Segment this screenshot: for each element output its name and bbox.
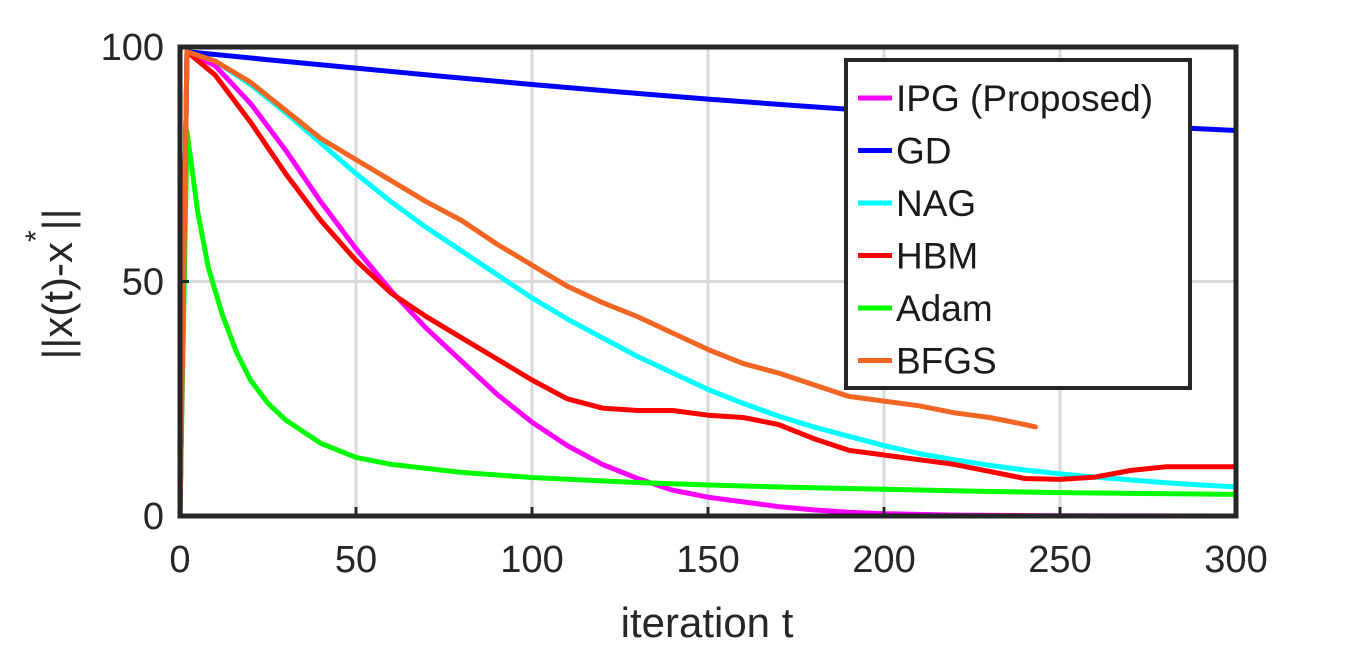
- y-axis-label: ||x(t)-x*||: [20, 209, 81, 360]
- x-tick-label: 200: [852, 539, 915, 581]
- legend-label-nag: NAG: [896, 183, 976, 224]
- series-line-bfgs: [177, 49, 1038, 519]
- x-tick-label: 300: [1204, 539, 1267, 581]
- svg-text:||x(t)-x*||: ||x(t)-x*||: [20, 209, 81, 360]
- y-axis-label-suffix: ||: [34, 209, 81, 231]
- series-line-ipg-proposed: [177, 49, 1239, 519]
- series-line-hbm: [177, 49, 1239, 519]
- legend-label-adam: Adam: [896, 288, 993, 329]
- y-tick-label: 50: [122, 262, 164, 304]
- y-axis-label-main: ||x(t)-x: [34, 242, 81, 359]
- legend-label-hbm: HBM: [896, 236, 978, 277]
- y-tick-label: 100: [101, 27, 164, 69]
- legend-box: [844, 58, 1192, 390]
- y-axis-label-superscript: *: [20, 230, 53, 242]
- x-tick-label: 250: [1028, 539, 1091, 581]
- series-layer: [177, 49, 1239, 519]
- series-line-nag: [177, 49, 1239, 519]
- x-tick-labels: 0 50 100 150 200 250 300: [169, 507, 1268, 581]
- x-axis-label: iteration t: [621, 599, 794, 646]
- legend-label-gd: GD: [896, 131, 952, 172]
- x-tick-label: 50: [335, 539, 377, 581]
- series-line-adam: [177, 128, 1239, 519]
- legend: IPG (Proposed) GD NAG HBM Adam BFGS: [844, 58, 1192, 390]
- y-tick-label: 0: [143, 496, 164, 538]
- x-tick-label: 150: [676, 539, 739, 581]
- x-tick-label: 100: [500, 539, 563, 581]
- x-tick-label: 0: [169, 539, 190, 581]
- legend-label-bfgs: BFGS: [896, 341, 997, 382]
- y-tick-labels: 0 50 100: [101, 27, 189, 538]
- legend-label-ipg-proposed: IPG (Proposed): [896, 78, 1153, 119]
